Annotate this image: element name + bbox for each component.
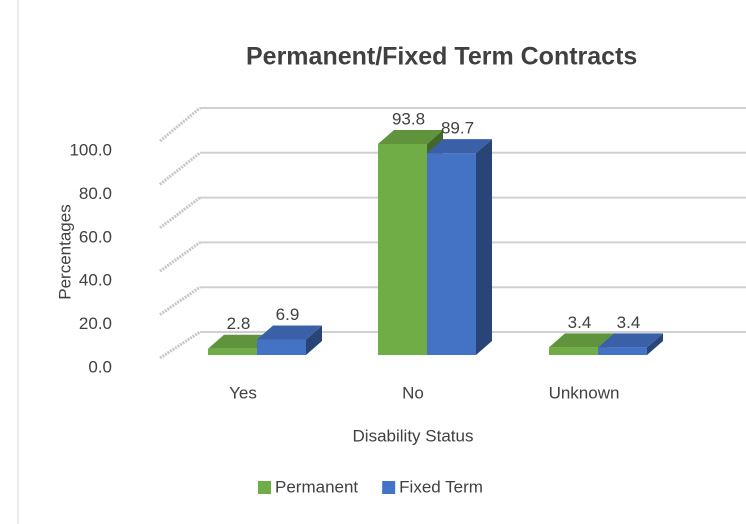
y-tick-label: 80.0 — [79, 184, 112, 203]
x-tick-label: Unknown — [549, 383, 620, 402]
y-tick-label: 60.0 — [79, 227, 112, 246]
bar-top — [427, 139, 492, 154]
bar-top — [549, 333, 614, 348]
bar-top — [257, 325, 322, 340]
legend-swatch — [258, 481, 271, 494]
y-tick-label: 20.0 — [79, 314, 112, 333]
bar-top — [378, 129, 443, 144]
bar-side — [306, 325, 322, 355]
y-tick-label: 0.0 — [88, 357, 112, 376]
y-tick-label: 100.0 — [69, 140, 112, 159]
x-tick-label: Yes — [229, 383, 257, 402]
bar-front — [378, 143, 427, 355]
y-tick-label: 40.0 — [79, 271, 112, 290]
grid-depth — [159, 106, 201, 143]
data-label: 2.8 — [227, 314, 251, 333]
chart-title: Permanent/Fixed Term Contracts — [246, 43, 637, 71]
bar-front — [208, 348, 257, 355]
bar-side — [647, 333, 663, 355]
bar-front — [427, 153, 476, 355]
bar-side — [476, 139, 492, 355]
bar — [427, 139, 492, 355]
grid-depth — [159, 330, 201, 360]
legend-label: Fixed Term — [399, 477, 483, 496]
y-axis-title: Percentages — [55, 204, 74, 299]
bar-top — [208, 334, 273, 349]
bar-front — [598, 347, 647, 355]
grid-depth — [159, 151, 201, 186]
legend-label: Permanent — [275, 477, 358, 496]
legend-swatch — [382, 481, 396, 494]
grid-depth — [159, 196, 201, 229]
x-tick-label: No — [402, 383, 424, 402]
bar — [598, 333, 663, 355]
data-label: 3.4 — [617, 313, 641, 332]
x-axis-title: Disability Status — [353, 426, 474, 445]
grid-depth — [159, 285, 201, 316]
data-label: 3.4 — [568, 313, 592, 332]
data-label: 6.9 — [276, 305, 300, 324]
bar-front — [257, 339, 306, 355]
data-label: 93.8 — [392, 109, 425, 128]
grid-depth — [159, 241, 201, 273]
bar — [257, 325, 322, 355]
bar-top — [598, 333, 663, 348]
bar-front — [549, 347, 598, 355]
data-label: 89.7 — [441, 119, 474, 138]
